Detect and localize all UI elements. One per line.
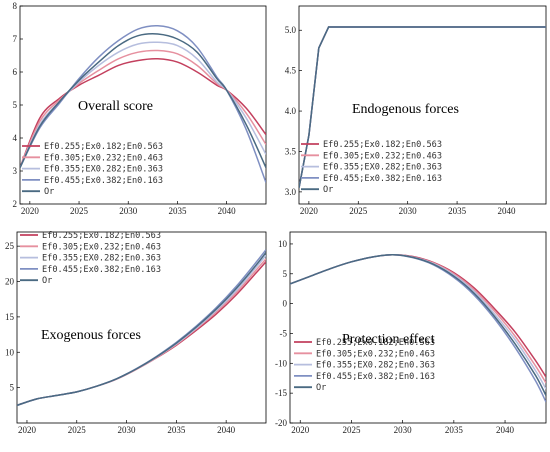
y-tick-label: 20 bbox=[5, 277, 15, 287]
legend-label: Ef0.255;Ex0.182;En0.563 bbox=[44, 142, 163, 152]
y-tick-label: -10 bbox=[275, 358, 287, 368]
x-tick-label: 2025 bbox=[349, 206, 368, 216]
legend-label: Ef0.255;Ex0.182;En0.563 bbox=[323, 140, 442, 150]
plot-frame bbox=[298, 5, 547, 205]
y-tick-label: 5 bbox=[13, 100, 18, 110]
y-tick-label: -20 bbox=[275, 418, 287, 428]
x-tick-label: 2030 bbox=[399, 206, 418, 216]
y-tick-label: 5 bbox=[10, 383, 15, 393]
x-tick-label: 2020 bbox=[291, 425, 310, 435]
y-tick-label: 3.0 bbox=[285, 187, 297, 197]
y-tick-label: 8 bbox=[13, 1, 18, 11]
legend-label: Or bbox=[44, 187, 54, 197]
y-tick-label: 25 bbox=[5, 241, 15, 251]
legend-label: Ef0.305;Ex0.232;En0.463 bbox=[44, 153, 163, 163]
legend-label: Ef0.355;EX0.282;En0.363 bbox=[316, 361, 435, 371]
y-tick-label: 6 bbox=[13, 67, 18, 77]
y-tick-label: 4.5 bbox=[285, 66, 297, 76]
legend-label: Or bbox=[42, 276, 52, 286]
chart-title: Protection effect bbox=[342, 332, 435, 347]
x-tick-label: 2020 bbox=[300, 206, 319, 216]
y-tick-label: 15 bbox=[5, 312, 15, 322]
legend-label: Ef0.305;Ex0.232;En0.463 bbox=[323, 151, 442, 161]
chart-title: Overall score bbox=[78, 99, 153, 114]
legend-label: Ef0.355;EX0.282;En0.363 bbox=[44, 165, 163, 175]
legend-label: Ef0.255;Ex0.182;En0.563 bbox=[42, 231, 161, 241]
y-tick-label: -15 bbox=[275, 388, 287, 398]
chart-panel-3: 2020 2025 2030 2035 2040510152025Ef0.255;Ex0… bbox=[5, 231, 267, 435]
x-tick-label: 2035 bbox=[167, 425, 186, 435]
legend-label: Ef0.455;Ex0.382;En0.163 bbox=[44, 176, 163, 186]
x-tick-label: 2030 bbox=[119, 206, 138, 216]
chart-title: Endogenous forces bbox=[352, 102, 459, 117]
x-tick-label: 2025 bbox=[68, 425, 87, 435]
y-tick-label: 3 bbox=[13, 166, 18, 176]
series-line-5 bbox=[17, 252, 266, 407]
x-tick-label: 2030 bbox=[118, 425, 137, 435]
y-tick-label: -5 bbox=[280, 328, 288, 338]
x-tick-label: 2020 bbox=[21, 206, 40, 216]
y-tick-label: 4.0 bbox=[285, 106, 297, 116]
plot-frame bbox=[289, 231, 547, 424]
x-tick-label: 2040 bbox=[217, 425, 236, 435]
legend-label: Or bbox=[316, 383, 326, 393]
y-tick-label: 5.0 bbox=[285, 25, 297, 35]
legend-label: Ef0.455;Ex0.382;En0.163 bbox=[42, 265, 161, 275]
legend-label: Ef0.355;EX0.282;En0.363 bbox=[42, 254, 161, 264]
series-line-5 bbox=[290, 253, 546, 396]
y-tick-label: 5 bbox=[283, 269, 288, 279]
y-tick-label: 0 bbox=[283, 299, 288, 309]
x-tick-label: 2030 bbox=[394, 425, 413, 435]
y-tick-label: 3.5 bbox=[285, 146, 297, 156]
x-tick-label: 2025 bbox=[342, 425, 361, 435]
series-line-5 bbox=[20, 33, 266, 169]
legend-label: Ef0.255;Ex0.182;En0.563 bbox=[316, 338, 435, 348]
chart-title: Exogenous forces bbox=[41, 328, 141, 343]
plot-frame bbox=[16, 231, 267, 424]
x-tick-label: 2040 bbox=[496, 425, 515, 435]
x-tick-label: 2035 bbox=[448, 206, 467, 216]
chart-panel-4: 2020 2025 2030 2035 2040 -20 -15 -10 -5 0 5 10 Ef0.2… bbox=[275, 231, 547, 435]
y-tick-label: 2 bbox=[13, 199, 18, 209]
legend-label: Ef0.455;Ex0.382;En0.163 bbox=[323, 174, 442, 184]
y-tick-label: 7 bbox=[13, 34, 18, 44]
legend-label: Ef0.305;Ex0.232;En0.463 bbox=[42, 242, 161, 252]
y-tick-label: 4 bbox=[13, 133, 18, 143]
legend-label: Ef0.305;Ex0.232;En0.463 bbox=[316, 349, 435, 359]
legend-label: Ef0.355;EX0.282;En0.363 bbox=[323, 163, 442, 173]
x-tick-label: 2035 bbox=[168, 206, 187, 216]
x-tick-label: 2035 bbox=[445, 425, 464, 435]
legend-label: Ef0.455;Ex0.382;En0.163 bbox=[316, 372, 435, 382]
x-tick-label: 2040 bbox=[218, 206, 237, 216]
legend-label: Or bbox=[323, 185, 333, 195]
x-tick-label: 2025 bbox=[70, 206, 89, 216]
y-tick-label: 10 bbox=[5, 347, 15, 357]
series-line-5 bbox=[299, 26, 546, 188]
x-tick-label: 2040 bbox=[497, 206, 516, 216]
chart-panel-2: 2020 2025 2030 2035 2040 3.0 3.5 4.0 4.5 5.0 Ef0.2… bbox=[285, 5, 547, 216]
x-tick-label: 2020 bbox=[18, 425, 37, 435]
chart-panel-1: 2020 2025 2030 2035 2040 2 3 4 5 6 7 8 Ef0.255;Ex0.1… bbox=[13, 1, 267, 216]
y-tick-label: 10 bbox=[278, 239, 288, 249]
